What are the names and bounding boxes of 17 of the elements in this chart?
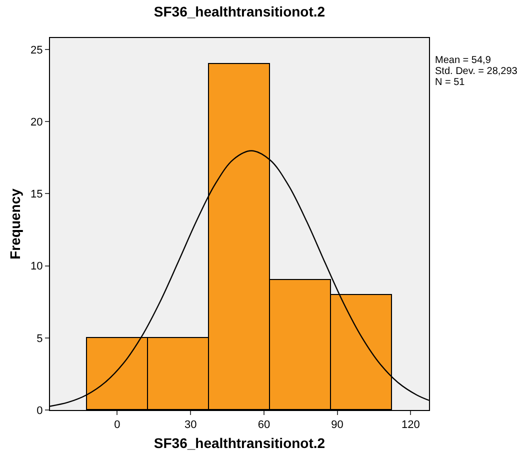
chart-title: SF36_healthtransitionot.2 — [154, 4, 326, 20]
y-tick-label: 0 — [36, 404, 43, 417]
x-tick-label: 30 — [184, 419, 197, 432]
y-tick-label: 25 — [30, 44, 43, 56]
y-tick-label: 20 — [30, 116, 43, 128]
y-axis-title: Frequency — [7, 188, 24, 260]
y-tick-label: 5 — [36, 332, 43, 345]
y-tick-label: 15 — [30, 188, 43, 201]
y-tick-label: 10 — [30, 260, 43, 273]
x-tick-label: 90 — [331, 419, 344, 432]
text: Mean = 54,9 — [435, 55, 492, 66]
x-axis-title: SF36_healthtransitionot.2 — [154, 435, 326, 451]
x-tick-label: 60 — [258, 419, 270, 432]
text: Std. Dev. = 28,293 — [435, 66, 517, 77]
x-tick-label: 0 — [114, 419, 120, 432]
text: N = 51 — [435, 77, 466, 88]
x-tick-label: 120 — [401, 419, 420, 432]
